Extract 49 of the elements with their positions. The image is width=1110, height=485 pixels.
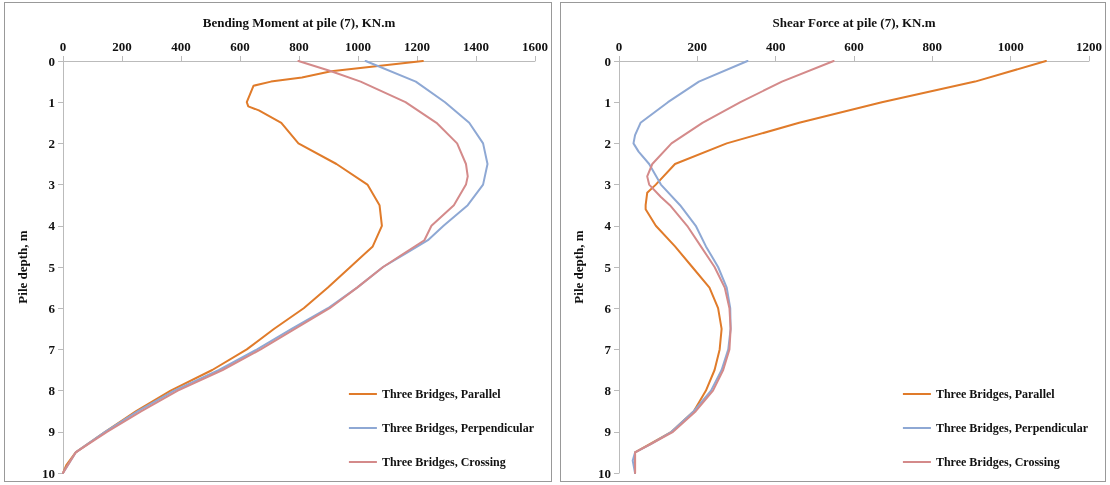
y-tick-label: 5 <box>604 259 612 275</box>
x-tick-label: 0 <box>59 39 67 54</box>
legend-label: Three Bridges, Crossing <box>935 455 1060 469</box>
x-tick-label: 200 <box>687 39 708 54</box>
legend-label: Three Bridges, Parallel <box>381 387 502 401</box>
y-axis-title: Pile depth, m <box>15 230 30 304</box>
y-tick-label: 5 <box>48 259 56 275</box>
legend-label: Three Bridges, Crossing <box>381 455 506 469</box>
y-tick-label: 9 <box>604 424 612 440</box>
y-tick-label: 4 <box>604 218 612 234</box>
y-axis-title: Pile depth, m <box>571 230 586 304</box>
x-tick-label: 600 <box>844 39 864 54</box>
y-tick-label: 2 <box>604 135 611 151</box>
x-tick-label: 800 <box>922 39 943 54</box>
x-tick-label: 600 <box>230 39 250 54</box>
x-axis-title: Bending Moment at pile (7), KN.m <box>202 15 396 30</box>
y-tick-label: 3 <box>48 177 56 193</box>
x-axis-title: Shear Force at pile (7), KN.m <box>772 15 936 30</box>
y-tick-label: 3 <box>604 177 612 193</box>
y-tick-label: 4 <box>48 218 56 234</box>
x-tick-label: 400 <box>765 39 786 54</box>
x-tick-label: 1200 <box>1076 39 1102 54</box>
x-tick-label: 200 <box>112 39 132 54</box>
legend-label: Three Bridges, Parallel <box>935 387 1056 401</box>
y-tick-label: 0 <box>604 53 611 69</box>
x-tick-label: 1600 <box>522 39 548 54</box>
legend-label: Three Bridges, Perpendicular <box>381 421 535 435</box>
x-tick-label: 1200 <box>404 39 430 54</box>
x-tick-label: 400 <box>171 39 191 54</box>
y-tick-label: 1 <box>604 94 611 110</box>
y-tick-label: 6 <box>604 300 612 316</box>
y-tick-label: 9 <box>48 424 56 440</box>
y-tick-label: 6 <box>48 300 56 316</box>
x-tick-label: 1000 <box>345 39 371 54</box>
y-tick-label: 8 <box>48 383 56 399</box>
x-tick-label: 1400 <box>463 39 489 54</box>
x-tick-label: 1000 <box>997 39 1024 54</box>
y-tick-label: 2 <box>48 135 55 151</box>
y-tick-label: 7 <box>48 341 56 357</box>
x-tick-label: 800 <box>289 39 309 54</box>
y-tick-label: 7 <box>604 341 612 357</box>
y-tick-label: 10 <box>42 465 55 481</box>
y-tick-label: 0 <box>48 53 55 69</box>
y-tick-label: 10 <box>598 465 611 481</box>
y-tick-label: 1 <box>48 94 55 110</box>
y-tick-label: 8 <box>604 383 612 399</box>
line-series <box>634 60 835 474</box>
x-tick-label: 0 <box>615 39 623 54</box>
legend-label: Three Bridges, Perpendicular <box>935 421 1089 435</box>
